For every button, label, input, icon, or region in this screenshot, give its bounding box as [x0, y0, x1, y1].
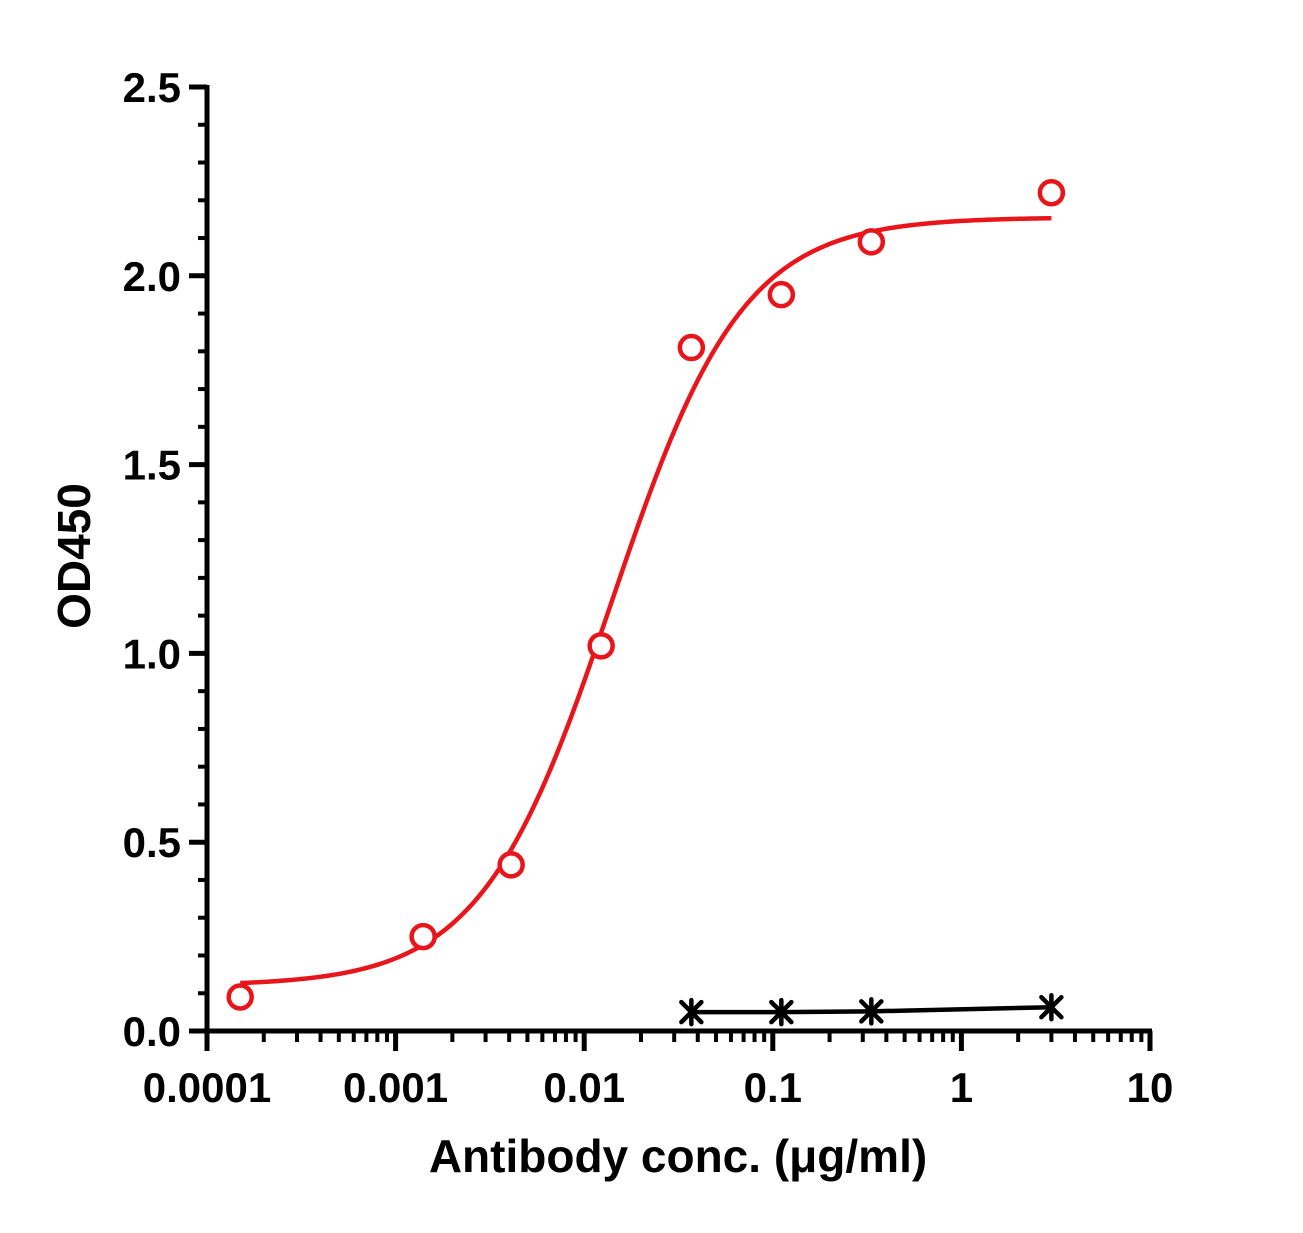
data-series: [226, 178, 1066, 1027]
x-tick-label: 0.0001: [143, 1064, 271, 1111]
y-axis-title: OD450: [48, 483, 100, 629]
data-point: [767, 280, 796, 309]
x-tick-label: 0.001: [343, 1064, 448, 1111]
y-tick-label: 0.0: [123, 1008, 181, 1055]
data-point: [679, 997, 704, 1027]
data-point: [226, 983, 254, 1011]
data-point: [409, 922, 437, 951]
axes: 0.0 0.5 1.0 1.5 2.0 2.5 0.0001 0.001 0.01 0.1 1 10: [123, 64, 1174, 1111]
data-point: [857, 228, 886, 256]
series-2: [679, 992, 1064, 1027]
x-tick-label: 0.1: [744, 1064, 802, 1111]
data-point: [1039, 992, 1064, 1022]
data-point: [1037, 178, 1066, 207]
y-tick-label: 2.0: [123, 253, 181, 300]
data-point: [587, 632, 615, 660]
data-point: [677, 333, 706, 362]
x-tick-label: 0.01: [543, 1064, 625, 1111]
data-point: [497, 851, 525, 879]
data-point: [769, 997, 794, 1027]
fit-curve: [240, 215, 1052, 986]
y-tick-label: 0.5: [123, 819, 181, 866]
x-axis-title: Antibody conc. (μg/ml): [429, 1130, 927, 1182]
series-line: [691, 1004, 1052, 1015]
y-tick-label: 1.0: [123, 630, 181, 677]
series-1: [226, 178, 1066, 1011]
x-tick-label: 10: [1127, 1064, 1174, 1111]
data-point: [859, 997, 884, 1026]
y-tick-label: 2.5: [123, 64, 181, 111]
y-tick-label: 1.5: [123, 442, 181, 489]
x-tick-label: 1: [950, 1064, 973, 1111]
